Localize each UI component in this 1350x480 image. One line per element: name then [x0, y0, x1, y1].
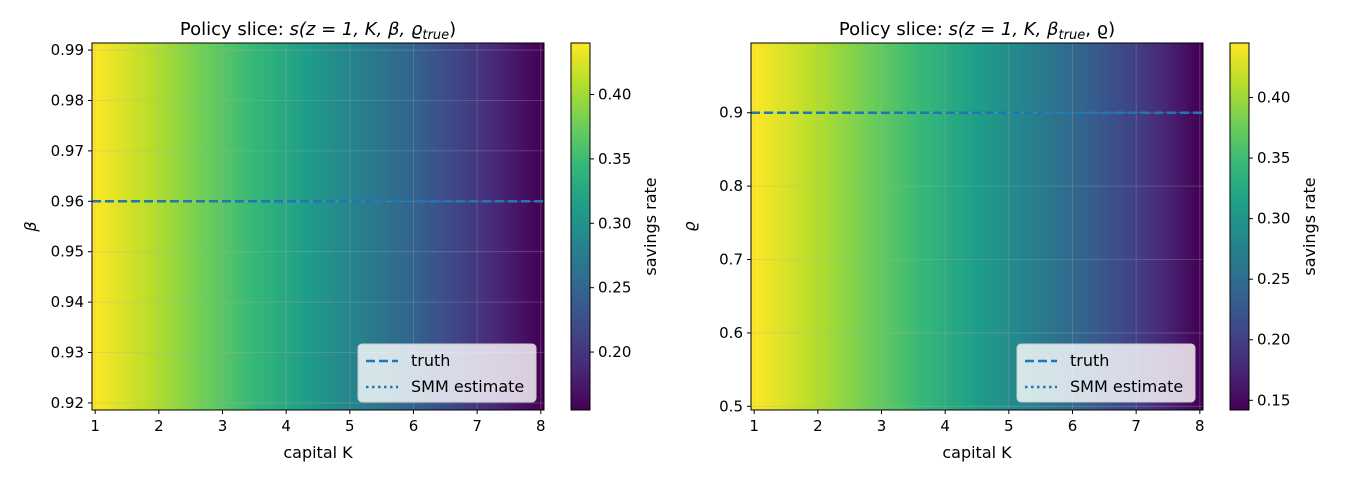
colorbar-tick-label: 0.40 [598, 86, 631, 104]
x-axis-label: capital K [942, 443, 1012, 462]
title-subscript: true [422, 28, 449, 43]
x-tick-label: 5 [1004, 417, 1014, 435]
legend-smm-label: SMM estimate [1070, 377, 1183, 396]
axes-frame [750, 42, 1204, 411]
colorbar-label: savings rate [641, 177, 660, 275]
y-tick-label: 0.6 [719, 324, 743, 342]
colorbar-tick-label: 0.25 [598, 279, 631, 297]
y-tick-label: 0.7 [719, 251, 743, 269]
y-axis-label: β [21, 221, 40, 232]
y-tick-label: 0.93 [51, 344, 84, 362]
grid [92, 43, 544, 410]
y-tick-label: 0.99 [51, 41, 84, 59]
x-tick-label: 7 [1131, 417, 1141, 435]
legend-box [1016, 343, 1196, 403]
x-tick-label: 6 [409, 417, 419, 435]
title-math: s(z = 1, K, β [949, 19, 1059, 40]
x-tick-label: 1 [90, 417, 100, 435]
colorbar-tick-label: 0.35 [598, 150, 631, 168]
y-tick-label: 0.98 [51, 91, 84, 109]
colorbar-tick-label: 0.20 [1257, 331, 1290, 349]
colorbar-tick-label: 0.30 [1257, 210, 1290, 228]
axes-frame [91, 42, 545, 411]
x-tick-label: 3 [877, 417, 887, 435]
heatmap [92, 43, 544, 410]
y-tick-label: 0.5 [719, 397, 743, 415]
legend-smm-label: SMM estimate [411, 377, 524, 396]
colorbar-tick-label: 0.40 [1257, 89, 1290, 107]
title-prefix: Policy slice: [839, 19, 949, 40]
legend-truth-label: truth [411, 351, 450, 370]
title-suffix: , ϱ) [1085, 19, 1115, 40]
y-tick-label: 0.97 [51, 142, 84, 160]
x-tick-label: 7 [472, 417, 482, 435]
y-axis-label: ϱ [680, 221, 699, 231]
colorbar: 0.15 0.20 0.25 0.30 0.35 0.40 savings rate [1229, 42, 1319, 411]
x-tick-label: 4 [940, 417, 950, 435]
x-tick-label: 3 [218, 417, 228, 435]
chart-title: Policy slice: s(z = 1, K, β, ϱtrue) [180, 19, 456, 43]
colorbar-label: savings rate [1300, 177, 1319, 275]
chart-title: Policy slice: s(z = 1, K, βtrue, ϱ) [839, 19, 1115, 43]
colorbar-tick-label: 0.15 [1257, 391, 1290, 409]
colorbar-gradient [570, 42, 591, 411]
legend-box [357, 343, 537, 403]
colorbar-tick-label: 0.20 [598, 343, 631, 361]
x-axis-label: capital K [283, 443, 353, 462]
grid [751, 43, 1203, 410]
title-subscript: true [1059, 28, 1086, 43]
colorbar: 0.20 0.25 0.30 0.35 0.40 savings rate [570, 42, 660, 411]
panel-2: 1 2 3 4 5 6 7 8 0.5 0.6 0.7 0.8 0.9 capital K ϱ Policy … [680, 19, 1319, 462]
x-tick-label: 2 [154, 417, 164, 435]
x-tick-label: 6 [1068, 417, 1078, 435]
legend: truth SMM estimate [1016, 343, 1196, 403]
title-prefix: Policy slice: [180, 19, 290, 40]
y-tick-label: 0.8 [719, 177, 743, 195]
y-tick-label: 0.96 [51, 192, 84, 210]
heatmap [751, 43, 1203, 410]
title-math: s(z = 1, K, β, ϱ [290, 19, 423, 40]
legend-truth-label: truth [1070, 351, 1109, 370]
x-tick-label: 5 [345, 417, 355, 435]
x-tick-label: 1 [749, 417, 759, 435]
y-tick-label: 0.95 [51, 243, 84, 261]
x-tick-label: 8 [1195, 417, 1205, 435]
colorbar-gradient [1229, 42, 1250, 411]
x-tick-label: 8 [536, 417, 546, 435]
colorbar-tick-label: 0.25 [1257, 270, 1290, 288]
panel-1: 1 2 3 4 5 6 7 8 0.92 0.93 0.94 0.95 0.96 0.97 0.98 0.99… [21, 19, 660, 462]
legend: truth SMM estimate [357, 343, 537, 403]
y-tick-label: 0.9 [719, 104, 743, 122]
y-tick-label: 0.94 [51, 293, 84, 311]
colorbar-tick-label: 0.35 [1257, 149, 1290, 167]
x-tick-label: 2 [813, 417, 823, 435]
y-tick-label: 0.92 [51, 394, 84, 412]
x-tick-label: 4 [281, 417, 291, 435]
colorbar-tick-label: 0.30 [598, 214, 631, 232]
title-suffix: ) [449, 19, 456, 40]
